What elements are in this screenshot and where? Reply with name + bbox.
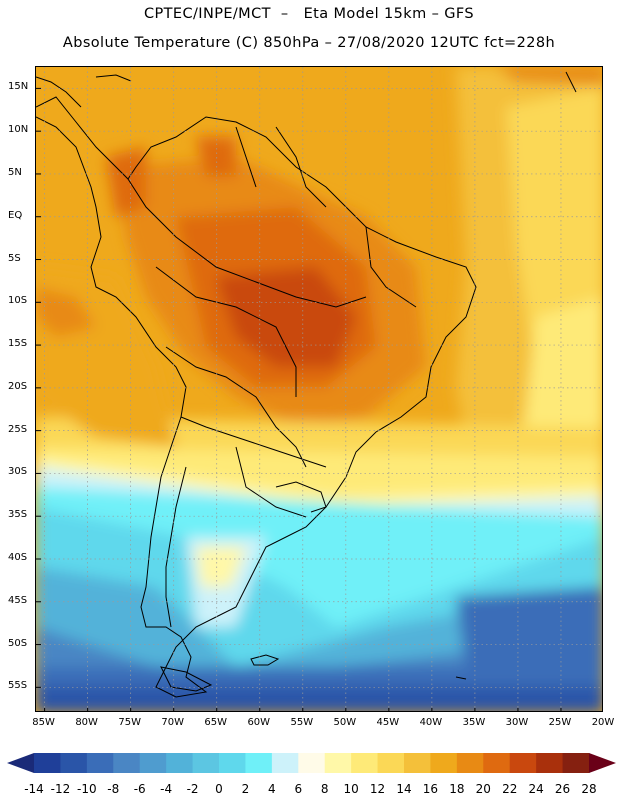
colorbar-right-arrow [589,753,616,773]
colorbar-label: 24 [528,782,544,796]
lon-label: 65W [204,717,228,728]
colorbar-label: 16 [422,782,439,796]
colorbar-bins [34,753,590,773]
lon-label: 35W [462,717,486,728]
colorbar-bin [34,753,61,773]
axis-ticks [36,87,562,711]
lat-label: 10S [8,295,28,307]
lat-label: 25S [8,423,28,435]
colorbar-bin [166,753,194,773]
lat-label: 40S [8,551,28,563]
colorbar-bin [219,753,246,773]
colorbar-label: -8 [107,782,120,796]
colorbar-label: 28 [581,782,597,796]
lon-label: 45W [376,717,400,728]
colorbar-bin [404,753,431,773]
colorbar-label: -14 [24,782,44,796]
colorbar-bin [430,753,458,773]
colorbar-label: 6 [294,782,303,796]
lon-label: 60W [247,717,271,728]
lon-label: 80W [75,717,98,728]
lat-label: 50S [8,637,28,649]
colorbar-bin [60,753,88,773]
lat-label: 5S [8,252,21,264]
colorbar-label: 4 [268,782,276,796]
lat-label: 5N [8,166,22,178]
colorbar-bin [562,753,590,773]
lon-label: 75W [118,717,141,728]
colorbar-bin [192,753,220,773]
lat-label: EQ [8,209,23,221]
colorbar-label: -6 [133,782,146,796]
temperature-map [36,67,602,711]
lat-label: 45S [8,594,28,606]
lon-label: 50W [333,717,357,728]
colorbar-label: 14 [396,782,412,796]
colorbar-label: 26 [554,782,571,796]
colorbar-bin [456,753,484,773]
colorbar-label: 2 [241,782,250,796]
lon-label: 40W [419,717,443,728]
colorbar-bin [509,753,537,773]
colorbar-label: 12 [369,782,386,796]
colorbar-label: 10 [343,782,359,796]
colorbar-label: -2 [186,782,199,796]
coastlines-and-borders [36,71,577,698]
colorbar-bin [298,753,326,773]
lon-label: 70W [161,717,184,728]
colorbar-bin [86,753,114,773]
map-title-line1: CPTEC/INPE/MCT – Eta Model 15km – GFS [143,6,475,22]
colorbar-bin [536,753,564,773]
colorbar-bin [245,753,273,773]
colorbar-left-arrow [7,753,34,773]
colorbar-label: 18 [449,782,465,796]
lon-label: 25W [548,717,572,728]
colorbar [7,753,616,773]
lon-label: 85W [32,717,55,728]
colorbar-label: -12 [50,782,71,796]
map-panel [35,66,603,712]
temperature-field [36,67,602,711]
colorbar-label: 0 [215,782,223,796]
colorbar-bin [271,753,299,773]
colorbar-bin [483,753,511,773]
lon-label: 55W [290,717,314,728]
graticule [36,67,602,711]
lat-label: 15S [8,338,28,350]
lat-label: 10N [8,124,29,136]
colorbar-label: 20 [475,782,491,796]
colorbar-bin [113,753,141,773]
colorbar-bin [377,753,405,773]
lat-label: 15N [8,81,29,93]
colorbar-bin [324,753,352,773]
lat-label: 35S [8,509,28,521]
lat-label: 30S [8,466,28,478]
lon-label: 20W [591,717,615,728]
colorbar-label: -4 [160,782,173,796]
colorbar-label: -10 [77,782,97,796]
lat-label: 20S [8,380,28,392]
colorbar-bin [139,753,167,773]
lat-label: 55S [8,680,28,692]
colorbar-bin [351,753,379,773]
lon-label: 30W [505,717,529,728]
colorbar-label: 8 [320,782,329,796]
map-title-line2: Absolute Temperature (C) 850hPa – 27/08/… [62,35,556,51]
colorbar-label: 22 [502,782,518,796]
